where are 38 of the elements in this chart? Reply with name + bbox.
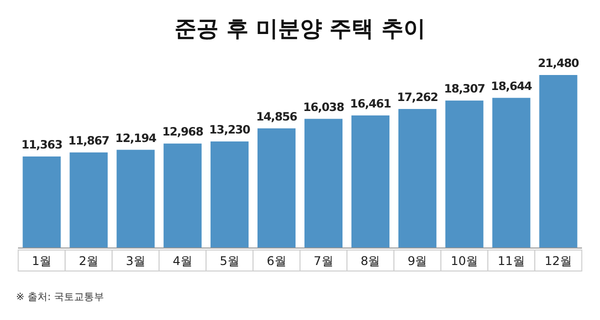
data-label: 18,644 <box>490 78 532 93</box>
x-tick-label: 7월 <box>314 254 334 268</box>
data-label: 14,856 <box>256 109 298 124</box>
bar <box>304 118 342 248</box>
text: ※ 출처: 국토교통부 <box>16 292 104 303</box>
x-tick-label: 2월 <box>78 254 98 268</box>
bar <box>398 108 436 248</box>
chart-title: 준공 후 미분양 주택 추이 <box>174 17 426 42</box>
x-tick-label: 1월 <box>32 254 52 268</box>
bar <box>70 152 108 248</box>
data-label: 18,307 <box>444 82 486 96</box>
x-tick-label: 11월 <box>498 254 525 268</box>
data-label: 13,230 <box>209 122 251 136</box>
x-tick-label: 9월 <box>408 254 428 268</box>
bar <box>258 128 296 248</box>
bar <box>539 75 578 248</box>
bar <box>22 156 61 248</box>
x-tick-label: 8월 <box>360 254 380 268</box>
x-tick-label: 5월 <box>220 254 240 268</box>
bar <box>351 115 390 248</box>
data-label: 12,968 <box>162 124 204 139</box>
x-tick-label: 12월 <box>544 254 572 268</box>
bar <box>164 144 202 248</box>
data-label: 11,363 <box>21 137 63 152</box>
data-label: 17,262 <box>397 90 438 104</box>
bar <box>445 100 484 248</box>
bar <box>492 98 530 248</box>
data-label: 16,461 <box>350 96 392 110</box>
data-label: 16,038 <box>303 100 344 114</box>
x-tick-label: 6월 <box>266 254 286 268</box>
x-tick-label: 4월 <box>172 254 192 268</box>
bar <box>116 150 155 248</box>
data-label: 12,194 <box>115 130 157 145</box>
data-label: 11,867 <box>68 133 110 148</box>
x-tick-label: 10월 <box>450 254 478 268</box>
x-tick-label: 3월 <box>126 254 146 268</box>
bar <box>210 141 249 248</box>
data-label: 21,480 <box>538 56 580 70</box>
